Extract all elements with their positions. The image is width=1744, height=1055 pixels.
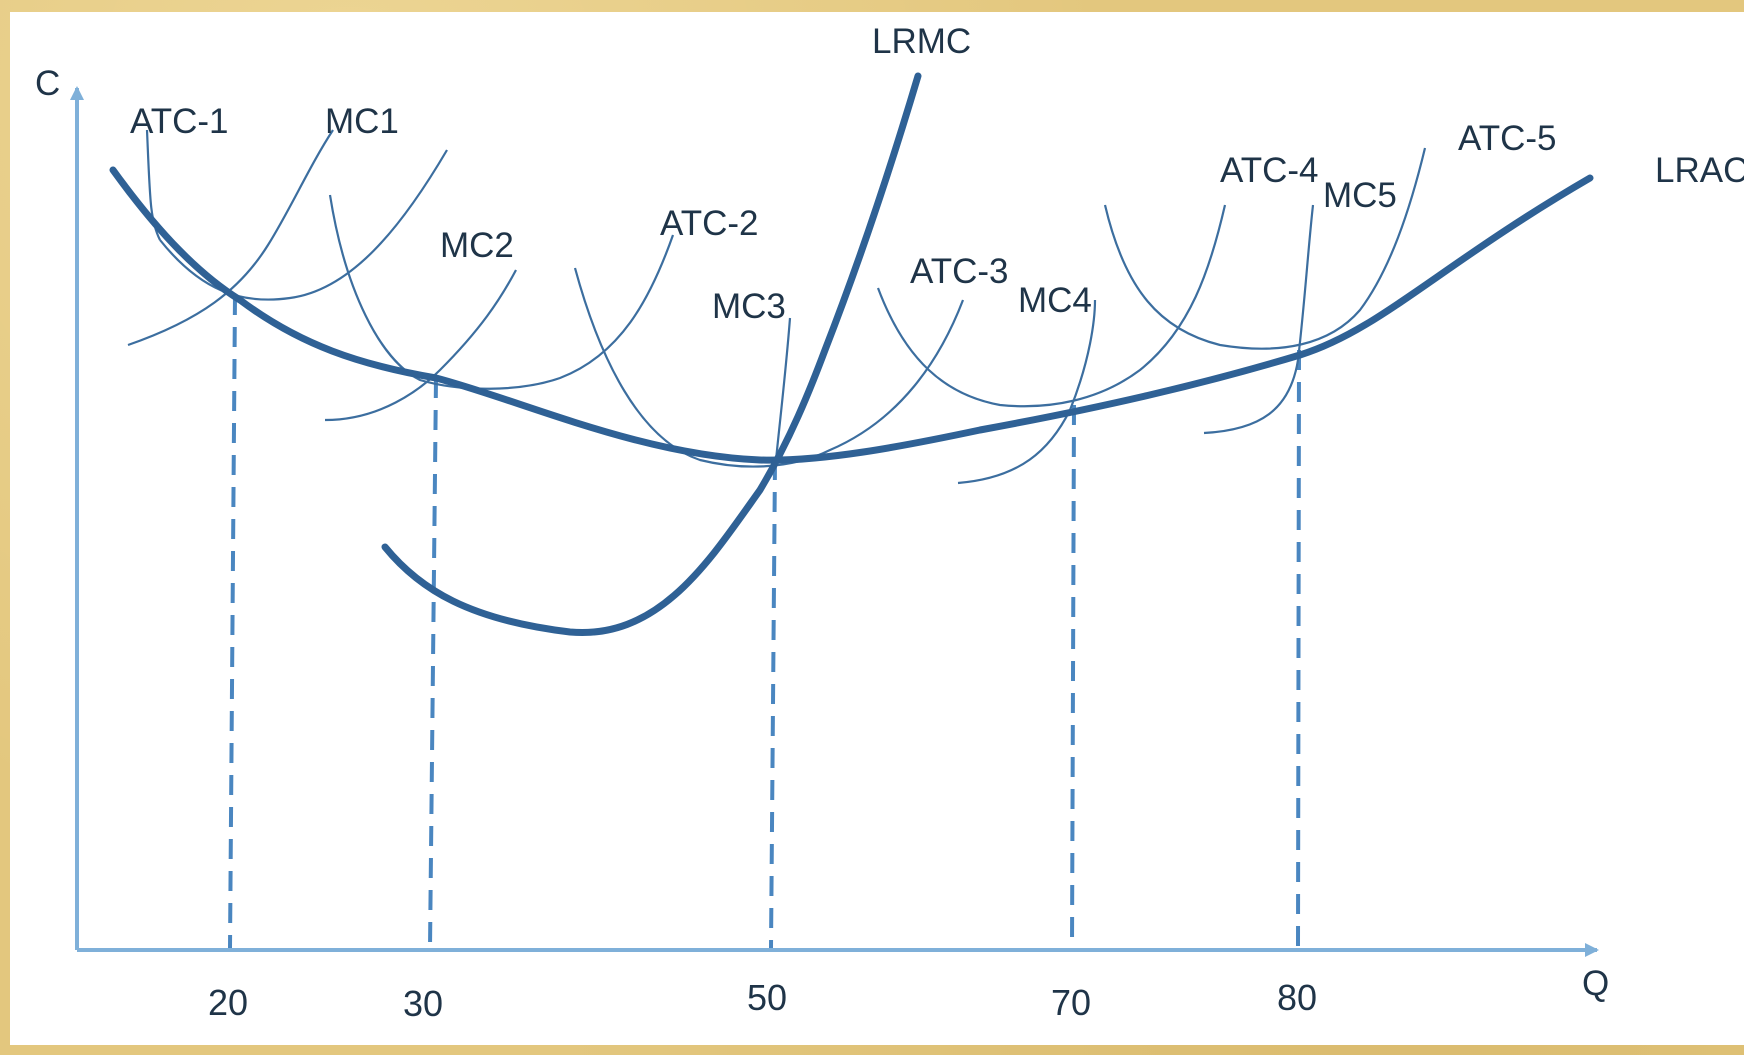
mc-3-label: MC3 xyxy=(712,287,786,326)
atc-1-label: ATC-1 xyxy=(130,102,229,141)
atc-2-curve xyxy=(328,194,675,390)
dashed-guides xyxy=(228,294,1301,949)
mc-1-curve xyxy=(127,129,334,347)
mc-1-label: MC1 xyxy=(325,102,399,141)
guide-q70 xyxy=(1070,404,1076,949)
x-axis-label: Q xyxy=(1582,964,1609,1003)
mc-5-curve xyxy=(1203,204,1315,435)
tick-label-30: 30 xyxy=(403,983,443,1024)
lrmc-label: LRMC xyxy=(872,22,971,61)
y-axis-arrow-icon xyxy=(70,86,84,100)
tick-label-70: 70 xyxy=(1051,982,1091,1023)
atc-5-curve xyxy=(1103,147,1427,350)
mc-2-label: MC2 xyxy=(440,226,514,265)
atc-4-label: ATC-4 xyxy=(1220,151,1319,190)
diagram-panel xyxy=(10,12,1744,1045)
axes xyxy=(70,86,1599,957)
mc-4-label: MC4 xyxy=(1018,281,1092,320)
atc-curves xyxy=(145,129,1427,468)
guide-q50 xyxy=(769,459,777,949)
x-axis-arrow-icon xyxy=(1585,943,1599,957)
lrac-label: LRAC xyxy=(1655,151,1744,190)
curve-labels: C Q LRMC LRAC ATC-1 MC1 MC2 ATC-2 MC3 AT… xyxy=(35,22,1744,1003)
mc-5-label: MC5 xyxy=(1323,176,1397,215)
x-tick-labels: 20 30 50 70 80 xyxy=(208,977,1317,1024)
atc-3-curve xyxy=(573,267,965,468)
atc-1-stub xyxy=(145,129,161,241)
guide-q20 xyxy=(228,294,237,949)
mc-2-curve xyxy=(324,269,517,422)
atc-2-label: ATC-2 xyxy=(660,204,759,243)
y-axis-label: C xyxy=(35,64,60,103)
tick-label-80: 80 xyxy=(1277,977,1317,1018)
guide-q30 xyxy=(428,377,438,949)
tick-label-20: 20 xyxy=(208,982,248,1023)
atc-3-label: ATC-3 xyxy=(910,252,1009,291)
atc-1-curve xyxy=(159,149,448,301)
lrmc-curve xyxy=(381,72,922,637)
guide-q80 xyxy=(1296,349,1301,949)
atc-5-label: ATC-5 xyxy=(1458,119,1557,158)
long-run-curves xyxy=(109,72,1594,637)
mc-3-curve xyxy=(774,317,792,461)
tick-label-50: 50 xyxy=(747,977,787,1018)
